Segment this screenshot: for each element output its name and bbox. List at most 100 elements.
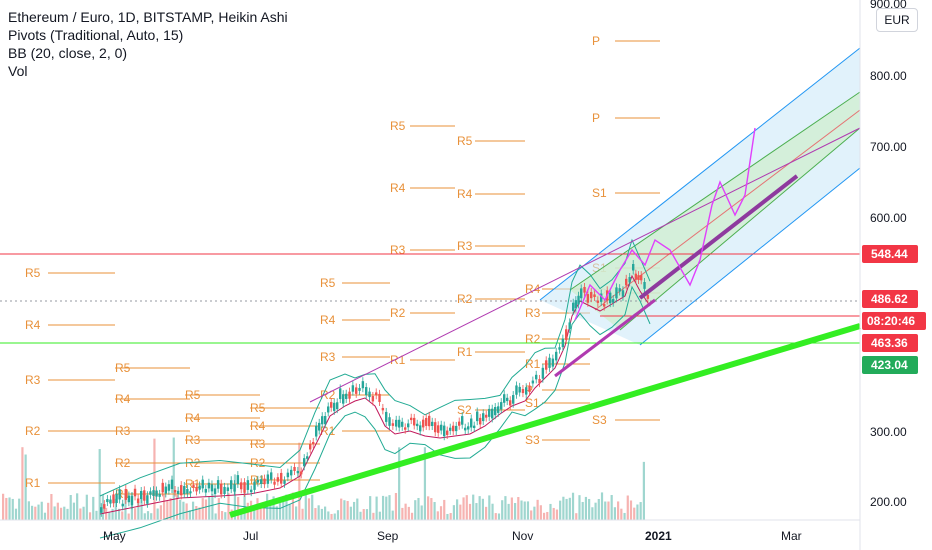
pivot-label: R4 xyxy=(320,313,336,327)
bollinger-indicator-label[interactable]: BB (20, close, 2, 0) xyxy=(8,45,128,61)
volume-bar xyxy=(327,511,330,520)
candle-body xyxy=(361,381,365,389)
pivots-indicator-label[interactable]: Pivots (Traditional, Auto, 15) xyxy=(8,27,184,43)
volume-bar xyxy=(591,507,594,520)
candle-body xyxy=(568,322,571,330)
candle-body xyxy=(303,458,306,467)
candle-body xyxy=(632,264,635,271)
volume-bar xyxy=(423,447,427,520)
volume-bar xyxy=(18,498,21,520)
candle-body xyxy=(133,488,137,497)
volume-bar xyxy=(584,496,588,520)
volume-bar xyxy=(79,508,82,520)
volume-bar xyxy=(343,500,346,520)
volume-bar xyxy=(195,506,198,520)
currency-button[interactable]: EUR xyxy=(876,8,918,32)
volume-bar xyxy=(372,512,375,520)
volume-bar xyxy=(111,508,114,520)
candle-body xyxy=(440,424,443,431)
candle-body xyxy=(512,395,515,404)
price-axis[interactable]: 900.00 800.00 700.00 600.00 300.00 200.0… xyxy=(859,0,907,550)
volume-bar xyxy=(288,504,291,520)
candle-body xyxy=(431,421,434,427)
rising-support-line xyxy=(554,298,656,378)
volume-bar xyxy=(137,501,140,520)
volume-bar xyxy=(169,498,172,520)
candle-body xyxy=(521,389,525,394)
volume-bar xyxy=(117,508,121,520)
volume-bar xyxy=(324,506,327,520)
price-tag-bg xyxy=(862,334,918,352)
volume-bar xyxy=(143,513,146,520)
volume-bar xyxy=(536,499,539,520)
candle-body xyxy=(170,479,174,489)
volume-bar xyxy=(34,506,37,520)
candle-body xyxy=(443,425,446,437)
symbol-title[interactable]: Ethereum / Euro, 1D, BITSTAMP, Heikin As… xyxy=(8,9,288,25)
volume-bar xyxy=(613,507,616,520)
volume-bar xyxy=(623,512,626,520)
candle-body xyxy=(210,484,214,492)
volume-bar xyxy=(43,512,47,520)
volume-bar xyxy=(462,497,465,520)
volume-bar xyxy=(333,513,336,520)
candle-body xyxy=(586,294,590,303)
candle-body xyxy=(176,490,180,494)
bb-upper-band xyxy=(99,238,651,497)
candle-body xyxy=(220,483,223,495)
volume-bar xyxy=(317,505,320,520)
volume-bar xyxy=(285,494,288,520)
candle-body xyxy=(342,394,345,404)
candle-body xyxy=(596,300,600,303)
volume-bar xyxy=(594,502,597,520)
volume-bar xyxy=(314,508,317,520)
candle-body xyxy=(531,380,535,384)
candle-body xyxy=(628,277,631,283)
volume-bar xyxy=(565,498,568,520)
candle-body xyxy=(518,386,521,393)
volume-bar xyxy=(407,506,410,520)
candle-body xyxy=(195,487,198,492)
volume-bar xyxy=(488,495,491,520)
price-tag-bg xyxy=(862,245,918,263)
candle-body xyxy=(577,295,580,305)
candle-body xyxy=(640,275,643,281)
volume-bar xyxy=(575,513,578,520)
volume-bar xyxy=(552,507,555,520)
candle-body xyxy=(391,423,395,426)
candle-body xyxy=(603,304,606,307)
candle-body xyxy=(106,499,109,503)
pivot-label: R2 xyxy=(25,424,41,438)
candle-body xyxy=(115,494,118,503)
volume-bar xyxy=(269,504,272,520)
volume-bar xyxy=(352,501,356,520)
candle-body xyxy=(398,419,401,428)
volume-bar xyxy=(562,496,565,520)
candle-body xyxy=(339,388,342,400)
candle-body xyxy=(286,472,290,478)
volume-bar xyxy=(513,503,517,520)
volume-bar xyxy=(530,510,533,520)
volume-indicator-label[interactable]: Vol xyxy=(8,63,28,79)
candle-body xyxy=(381,407,385,411)
pivot-label: S3 xyxy=(592,413,607,427)
volume-bar xyxy=(436,511,439,520)
volume-bar xyxy=(98,449,101,520)
candle-body xyxy=(618,288,621,292)
candle-body xyxy=(371,396,375,402)
volume-bar xyxy=(401,507,404,520)
volume-bar xyxy=(179,499,182,520)
volume-bar xyxy=(485,506,488,520)
candle-body xyxy=(416,423,419,427)
price-tag-bg xyxy=(862,290,918,308)
time-axis[interactable]: May Jul Sep Nov 2021 Mar xyxy=(0,519,860,543)
candle-body xyxy=(637,275,640,280)
volume-bar xyxy=(607,501,610,520)
volume-bar xyxy=(636,504,639,520)
candle-body xyxy=(109,499,112,504)
candle-body xyxy=(336,402,339,410)
volume-bar xyxy=(233,474,237,520)
volume-bar xyxy=(298,442,301,520)
volume-bar xyxy=(604,501,607,520)
